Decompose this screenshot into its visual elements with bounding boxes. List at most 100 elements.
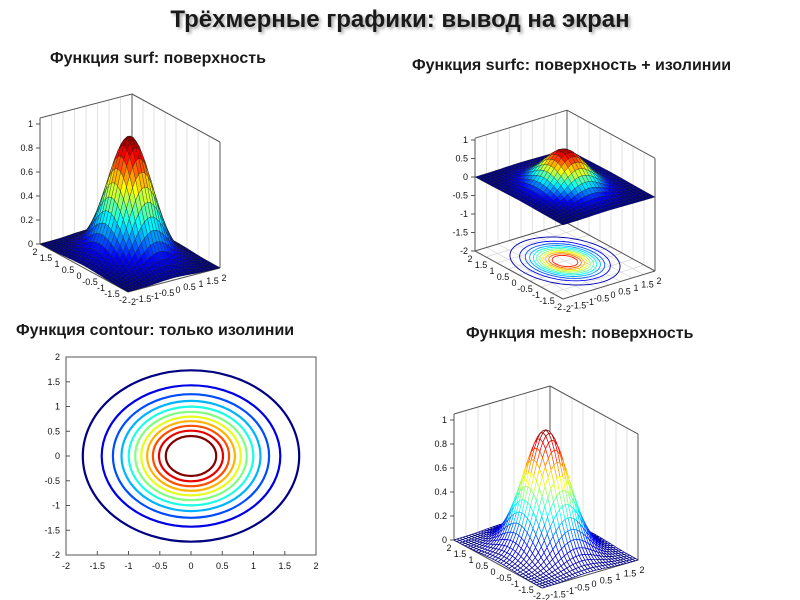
surfc-grid-floor xyxy=(485,228,579,258)
contour-x-tick-label: 0.5 xyxy=(216,561,229,571)
mesh-z-tick-label: 0.6 xyxy=(434,463,447,473)
surfc-contour-line xyxy=(509,236,621,286)
surfc-y-tick-label: 1 xyxy=(489,266,494,276)
contour-line xyxy=(111,393,271,519)
contour-x-tick-label: 0 xyxy=(188,561,193,571)
contour-line xyxy=(164,434,218,478)
contour-line xyxy=(134,410,248,502)
contour-y-tick-label: 1.5 xyxy=(47,377,60,387)
surfc-z-tick-label: -1 xyxy=(460,209,468,219)
surfc-x-tick-label: -1.5 xyxy=(571,301,587,311)
surfc-box-edge xyxy=(474,250,564,300)
contour-y-tick-label: -1 xyxy=(52,501,60,511)
mesh-x-tick-label: 0 xyxy=(591,579,596,589)
surfc-contour-line xyxy=(545,252,585,270)
surfc-x-tick-label: -2 xyxy=(563,304,571,314)
surf-caption: Функция surf: поверхность xyxy=(50,50,266,67)
surf-box-edge xyxy=(131,93,221,143)
surf-x-tick-label: -0.5 xyxy=(159,288,175,298)
mesh-box-edge xyxy=(453,385,551,415)
surfc-x-tick-label: -1 xyxy=(586,297,594,307)
surf-z-tick-label: 0.6 xyxy=(20,167,33,177)
surfc-y-tick-label: -0.5 xyxy=(517,284,533,294)
surf-surface-cell xyxy=(124,289,132,293)
surfc-contour-line xyxy=(532,246,598,276)
surfc-contour-line xyxy=(529,245,601,277)
surf-x-tick-label: -1.5 xyxy=(136,294,152,304)
surfc-x-tick-label: 1.5 xyxy=(641,280,654,290)
surfc-z-tick-label: 0.5 xyxy=(455,154,468,164)
surfc-box-edge xyxy=(474,222,568,252)
mesh-x-tick-label: -2 xyxy=(542,593,550,600)
surf-z-tick-label: 0 xyxy=(28,239,33,249)
surfc-z-tick-label: -0.5 xyxy=(452,191,468,201)
mesh-z-tick-label: 0 xyxy=(442,535,447,545)
mesh-y-tick-label: -1.5 xyxy=(518,585,534,595)
mesh-z-tick-label: 0.2 xyxy=(434,511,447,521)
surfc-y-tick-label: -2 xyxy=(554,302,562,312)
surfc-contour-line xyxy=(539,249,591,273)
mesh-y-tick-label: -2 xyxy=(533,591,541,600)
surf-y-tick-label: -2 xyxy=(119,295,127,305)
surfc-box-edge xyxy=(566,222,656,272)
mesh-y-tick-label: 0 xyxy=(490,567,495,577)
surfc-x-tick-label: 0.5 xyxy=(618,287,631,297)
contour-x-tick-label: 1.5 xyxy=(279,561,292,571)
contour-y-tick-label: 0 xyxy=(55,451,60,461)
contour-line xyxy=(127,405,255,507)
mesh-box-edge xyxy=(549,385,639,435)
surf-x-tick-label: -1 xyxy=(151,291,159,301)
surfc-x-tick-label: 2 xyxy=(656,276,661,286)
surfc-contour-line xyxy=(548,253,582,269)
surf-x-tick-label: 0.5 xyxy=(183,282,196,292)
contour-line xyxy=(151,424,231,488)
mesh-y-tick-label: -1 xyxy=(511,579,519,589)
surfc-contour-line xyxy=(519,240,611,282)
contour-line xyxy=(157,429,225,483)
surfc-y-tick-label: 0 xyxy=(511,278,516,288)
surf-chart: -2 -1.5 -1 -0.5 0 0.5 1 1.5 2-2-1.5-1-0.500.511.… xyxy=(20,93,227,307)
surf-y-tick-label: 1.5 xyxy=(40,253,53,263)
surf-x-tick-label: 1 xyxy=(198,279,203,289)
surfc-x-tick-label: 1 xyxy=(633,283,638,293)
surfc-z-tick-label: -2 xyxy=(460,246,468,256)
surf-box-edge xyxy=(39,243,129,293)
contour-caption: Функция contour: только изолинии xyxy=(16,322,295,339)
surfc-contour-line xyxy=(542,250,588,272)
surfc-grid-floor xyxy=(555,226,644,275)
mesh-x-tick-label: 2 xyxy=(639,565,644,575)
contour-line xyxy=(146,420,237,492)
contour-y-tick-label: 1 xyxy=(55,402,60,412)
mesh-x-tick-label: -0.5 xyxy=(574,583,590,593)
mesh-x-tick-label: 0.5 xyxy=(600,576,613,586)
surfc-y-tick-label: 1.5 xyxy=(475,260,488,270)
mesh-y-tick-label: 1 xyxy=(468,555,473,565)
mesh-y-tick-label: 2 xyxy=(446,543,451,553)
surfc-box-edge xyxy=(562,270,656,300)
mesh-x-tick-label: 1.5 xyxy=(624,569,637,579)
surf-y-tick-label: 0 xyxy=(76,271,81,281)
contour-y-tick-label: -0.5 xyxy=(44,476,60,486)
surfc-contour-line xyxy=(524,243,606,279)
mesh-y-tick-label: 0.5 xyxy=(476,561,489,571)
contour-plot-area xyxy=(65,356,317,556)
page-title: Трёхмерные графики: вывод на экран xyxy=(170,6,630,33)
surf-box-edge xyxy=(127,267,221,293)
surfc-caption: Функция surfc: поверхность + изолинии xyxy=(412,57,732,74)
surfc-x-tick-label: 0 xyxy=(610,290,615,300)
surfc-box-edge xyxy=(566,109,656,159)
surf-z-tick-label: 0.2 xyxy=(20,215,33,225)
surf-y-tick-label: -0.5 xyxy=(82,277,98,287)
surfc-y-tick-label: 0.5 xyxy=(497,272,510,282)
mesh-x-tick-label: -1 xyxy=(566,586,574,596)
surfc-contour-line xyxy=(536,248,594,274)
contour-x-tick-label: -2 xyxy=(62,561,70,571)
contour-x-tick-label: 1 xyxy=(251,561,256,571)
surf-y-tick-label: -1.5 xyxy=(104,289,120,299)
contour-chart: -2 -1.5 -1 -0.5 0 0.5 1 1.5 2 2 1.5 1 0.5 0 -0.5 -1 -1.5… xyxy=(44,352,318,571)
surf-x-tick-label: -2 xyxy=(128,297,136,307)
surf-y-tick-label: 1 xyxy=(54,259,59,269)
surf-y-tick-label: -1 xyxy=(97,283,105,293)
surf-z-tick-label: 0.8 xyxy=(20,143,33,153)
